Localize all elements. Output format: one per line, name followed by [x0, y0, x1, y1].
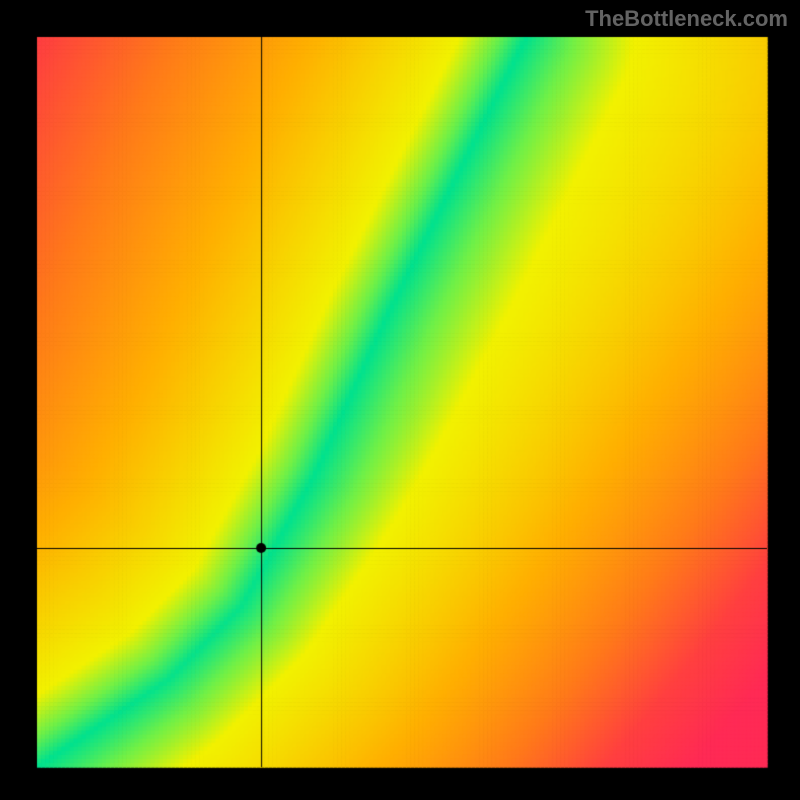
bottleneck-heatmap	[0, 0, 800, 800]
chart-container: TheBottleneck.com	[0, 0, 800, 800]
watermark-label: TheBottleneck.com	[585, 6, 788, 32]
